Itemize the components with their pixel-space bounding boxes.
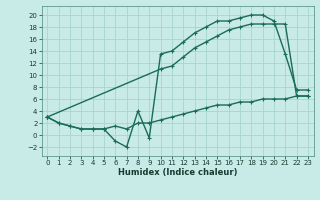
X-axis label: Humidex (Indice chaleur): Humidex (Indice chaleur): [118, 168, 237, 177]
